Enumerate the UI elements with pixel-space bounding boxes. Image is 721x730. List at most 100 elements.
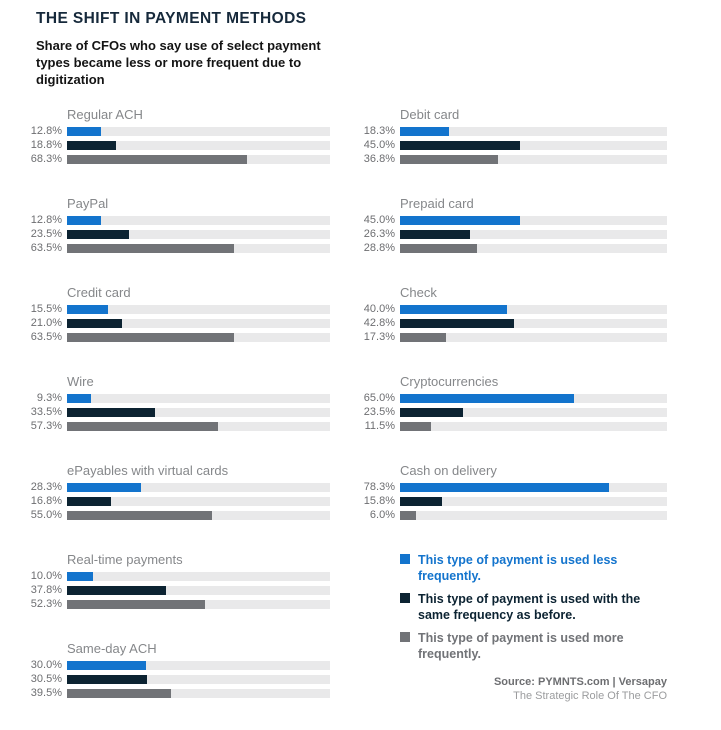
bar-same (400, 496, 443, 506)
bar-row-same: 23.5% (22, 227, 330, 240)
payment-group-epayables-with-virtual-cards: ePayables with virtual cards 28.3% 16.8% 55… (22, 463, 330, 520)
bar-less (67, 126, 101, 136)
bar-row-same: 15.8% (355, 495, 667, 506)
bar-track (67, 140, 330, 150)
payment-group-check: Check 40.0% 42.8% 17.3% (355, 285, 667, 342)
bar-row-more: 39.5% (22, 687, 330, 698)
value-label: 28.3% (30, 480, 62, 493)
bar-less (400, 393, 574, 403)
bar-more (67, 510, 212, 520)
bar-row-less: 15.5% (22, 303, 330, 314)
bar-track (400, 510, 667, 520)
bar-row-more: 68.3% (22, 153, 330, 164)
bar-less (400, 126, 449, 136)
bar-less (67, 482, 142, 492)
payment-group-cryptocurrencies: Cryptocurrencies 65.0% 23.5% 11.5% (355, 374, 667, 431)
source-attribution: Source: PYMNTS.com | Versapay (493, 675, 667, 688)
bar-row-less: 18.3% (355, 125, 667, 136)
bar-row-same: 37.8% (22, 583, 330, 596)
bar-track (400, 126, 667, 136)
legend: This type of payment is used less freque… (400, 552, 667, 662)
value-label: 10.0% (30, 569, 62, 582)
bar-row-less: 10.0% (22, 569, 330, 582)
payment-method-label: PayPal (67, 195, 109, 211)
value-label: 63.5% (30, 330, 62, 343)
value-label: 33.5% (30, 405, 62, 418)
bar-track (67, 421, 330, 431)
bar-row-more: 6.0% (355, 508, 667, 521)
bar-more (67, 599, 205, 609)
bar-row-same: 23.5% (355, 405, 667, 418)
right-column: Debit card 18.3% 45.0% 36.8% Prepaid card 45.… (355, 107, 667, 730)
bar-more (67, 688, 171, 698)
value-label: 23.5% (363, 405, 395, 418)
payment-group-wire: Wire 9.3% 33.5% 57.3% (22, 374, 330, 431)
payment-group-credit-card: Credit card 15.5% 21.0% 63.5% (22, 285, 330, 342)
bar-row-less: 45.0% (355, 214, 667, 225)
payment-method-label: Same-day ACH (67, 640, 157, 656)
bar-less (400, 304, 507, 314)
payment-group-prepaid-card: Prepaid card 45.0% 26.3% 28.8% (355, 196, 667, 253)
bar-row-same: 45.0% (355, 139, 667, 150)
bar-track (67, 229, 330, 239)
bar-row-less: 28.3% (22, 480, 330, 493)
payment-group-same-day-ach: Same-day ACH 30.0% 30.5% 39.5% (22, 641, 330, 698)
bar-more (400, 332, 447, 342)
value-label: 40.0% (363, 302, 395, 315)
bar-same (400, 407, 463, 417)
legend-swatch-more-icon (400, 631, 410, 642)
legend-label-same: This type of payment is used with the sa… (418, 591, 641, 622)
value-label: 23.5% (30, 227, 62, 240)
payment-method-label: Cash on delivery (400, 462, 497, 478)
value-label: 55.0% (30, 508, 62, 521)
legend-label-more: This type of payment is used more freque… (418, 630, 624, 661)
bar-track (400, 140, 667, 150)
payment-method-label: Real-time payments (67, 551, 183, 567)
legend-label-less: This type of payment is used less freque… (418, 552, 618, 583)
bar-track (67, 393, 330, 403)
payment-group-regular-ach: Regular ACH 12.8% 18.8% 68.3% (22, 107, 330, 164)
value-label: 12.8% (30, 124, 62, 137)
source-block: Source: PYMNTS.com | Versapay The Strate… (355, 676, 667, 702)
value-label: 78.3% (363, 480, 395, 493)
legend-item-same: This type of payment is used with the sa… (400, 591, 667, 623)
bar-row-same: 42.8% (355, 317, 667, 328)
bar-track (67, 674, 330, 684)
bar-row-same: 30.5% (22, 673, 330, 684)
bar-same (67, 585, 167, 595)
value-label: 57.3% (30, 419, 62, 432)
bar-track (67, 407, 330, 417)
legend-swatch-same-icon (400, 592, 410, 603)
payment-group-paypal: PayPal 12.8% 23.5% 63.5% (22, 196, 330, 253)
bar-more (67, 421, 218, 431)
bar-track (67, 496, 330, 506)
bar-track (67, 571, 330, 581)
bar-track (67, 688, 330, 698)
bar-row-less: 40.0% (355, 302, 667, 315)
value-label: 37.8% (30, 583, 62, 596)
bar-track (400, 304, 667, 314)
bar-same (67, 674, 148, 684)
value-label: 63.5% (30, 241, 62, 254)
legend-item-more: This type of payment is used more freque… (400, 630, 667, 662)
payment-group-real-time-payments: Real-time payments 10.0% 37.8% 52.3% (22, 552, 330, 609)
payment-method-label: Cryptocurrencies (400, 373, 499, 389)
bar-same (400, 229, 471, 239)
bar-less (67, 304, 108, 314)
bar-track (400, 332, 667, 342)
value-label: 52.3% (30, 597, 62, 610)
value-label: 6.0% (369, 508, 395, 521)
bar-track (67, 304, 330, 314)
bar-track (67, 510, 330, 520)
payment-method-label: Regular ACH (67, 106, 143, 122)
bar-track (400, 393, 667, 403)
payment-method-label: Wire (67, 373, 94, 389)
bar-row-less: 65.0% (355, 392, 667, 403)
value-label: 12.8% (30, 213, 62, 226)
bar-same (400, 140, 521, 150)
bar-less (67, 393, 92, 403)
bar-same (67, 407, 156, 417)
bar-more (400, 510, 417, 520)
value-label: 17.3% (363, 330, 395, 343)
bar-more (400, 421, 431, 431)
